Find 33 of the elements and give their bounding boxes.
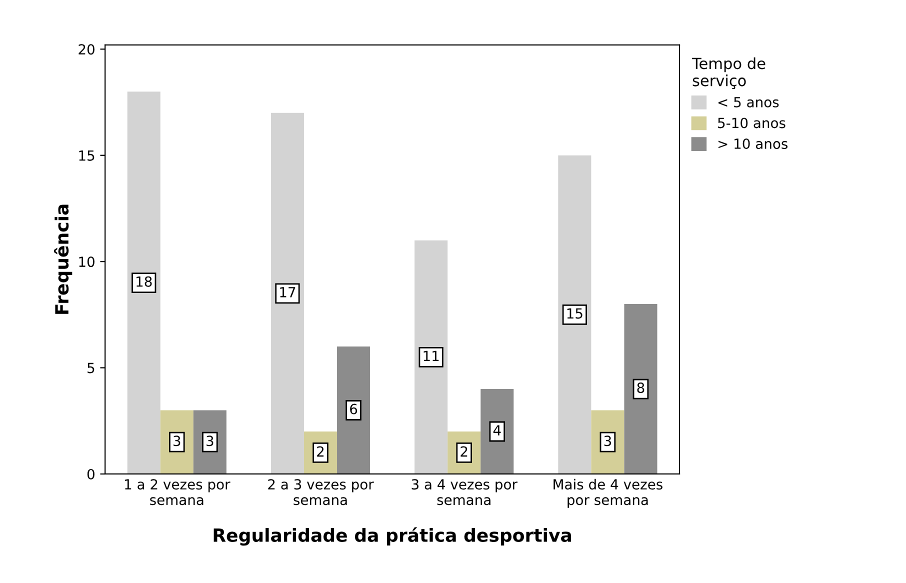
bar [127,92,160,474]
y-tick-label: 15 [79,150,94,161]
x-tick-label: 3 a 4 vezes por semana [412,479,518,506]
bar [270,112,304,474]
y-tick-label: 0 [87,468,94,480]
data-label: 18 [136,276,152,287]
x-axis-title: Regularidade da prática desportiva [214,527,572,546]
data-label: 2 [317,446,324,457]
data-label: 4 [493,425,501,436]
y-axis-title: Frequência [54,204,72,314]
legend-title: Tempo de serviço [692,57,766,90]
data-label: 17 [280,287,296,298]
bar [624,304,658,474]
x-tick-label: 2 a 3 vezes por semana [268,479,374,506]
data-label: 8 [637,382,644,394]
data-label: 15 [567,308,582,319]
data-label: 3 [174,436,180,446]
x-tick-label: Mais de 4 vezes por semana [554,478,662,508]
bar [558,155,592,474]
y-tick-label: 5 [88,362,94,374]
legend-label: 5-10 anos [718,118,786,128]
data-label: 3 [604,436,612,446]
bar [337,346,370,474]
y-tick-label: 20 [78,44,94,55]
data-label: 6 [350,404,358,414]
bar [414,240,448,474]
legend-label: > 10 anos [718,138,788,150]
data-label: 3 [206,436,214,446]
legend-label: < 5 anos [718,97,779,108]
x-tick-label: 1 a 2 vezes por semana [125,479,230,506]
data-label: 2 [460,446,468,457]
y-tick-label: 10 [79,256,94,268]
data-label: 11 [424,350,439,361]
